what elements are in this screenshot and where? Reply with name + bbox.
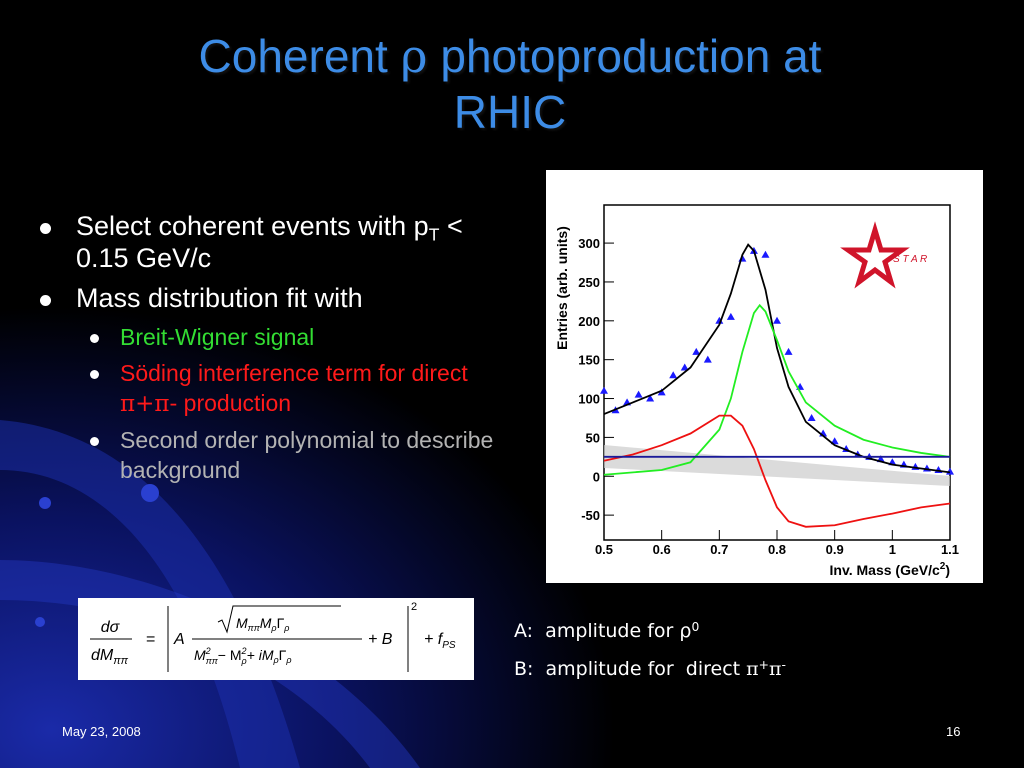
data-point xyxy=(634,390,643,398)
data-point xyxy=(680,363,689,371)
sub-bullet: Second order polynomial to describe back… xyxy=(36,425,516,485)
formula-text: dMππ xyxy=(91,647,129,667)
x-tick-label: 0.5 xyxy=(595,542,613,557)
y-tick-label: -50 xyxy=(581,508,600,523)
y-tick-label: 300 xyxy=(578,236,600,251)
bullet: Select coherent events with pT < 0.15 Ge… xyxy=(36,210,516,274)
x-tick-label: 1.1 xyxy=(941,542,959,557)
y-tick-label: 100 xyxy=(578,392,600,407)
fit-curve xyxy=(603,303,951,476)
formula-text: 2 xyxy=(411,601,417,613)
y-tick-label: 0 xyxy=(593,469,600,484)
formula-text: + fPS xyxy=(424,631,456,651)
bullet: Mass distribution fit with xyxy=(36,282,516,314)
data-point xyxy=(646,394,655,402)
sqrt-sign xyxy=(217,605,341,634)
note: B: amplitude for direct π+π- xyxy=(514,657,786,680)
data-point xyxy=(773,316,781,324)
formula-text: dσ xyxy=(101,619,121,636)
x-tick-label: 0.9 xyxy=(826,542,844,557)
chart-background xyxy=(546,170,983,583)
x-tick-label: 0.6 xyxy=(653,542,671,557)
data-point xyxy=(669,371,678,379)
bullet-list: Select coherent events with pT < 0.15 Ge… xyxy=(36,210,516,491)
x-axis-label: Inv. Mass (GeV/c2) xyxy=(830,561,950,578)
formula: dσ dMππ = A MππMρΓρ M2 ππ− M2 ρ+ iMρΓρ + B… xyxy=(78,598,474,680)
notes: A: amplitude for ρ0 B: amplitude for dir… xyxy=(514,612,786,688)
x-tick-label: 1 xyxy=(889,542,896,557)
data-point xyxy=(600,386,608,394)
x-tick-label: 0.8 xyxy=(768,542,786,557)
sub-bullet: Breit-Wigner signal xyxy=(36,322,516,352)
note: A: amplitude for ρ0 xyxy=(514,619,700,642)
formula-text: MππMρΓρ xyxy=(236,615,289,633)
data-point xyxy=(784,347,793,355)
formula-text: + B xyxy=(368,631,393,648)
background-band xyxy=(604,445,950,486)
data-point xyxy=(657,388,666,396)
y-tick-label: 150 xyxy=(578,353,600,368)
y-tick-label: 50 xyxy=(586,430,600,445)
logo-text: S T A R xyxy=(893,254,927,265)
data-point xyxy=(726,312,735,320)
fit-curve xyxy=(603,243,951,474)
sub-bullet: Söding interference term for direct π+π-… xyxy=(36,358,516,419)
x-tick-label: 0.7 xyxy=(710,542,728,557)
formula-text: M2 ππ− M2 ρ+ iMρΓρ xyxy=(194,646,292,666)
y-tick-label: 200 xyxy=(578,314,600,329)
star-logo xyxy=(840,221,910,289)
data-point xyxy=(703,355,712,363)
slide-title: Coherent ρ photoproduction at RHIC xyxy=(198,29,822,138)
page-number: 16 xyxy=(946,724,961,739)
formula-text: = xyxy=(146,631,155,648)
footer-date: May 23, 2008 xyxy=(62,724,141,739)
data-point xyxy=(692,347,701,355)
fit-curve xyxy=(603,414,951,528)
data-point xyxy=(807,413,816,421)
data-point xyxy=(761,250,770,258)
y-tick-label: 250 xyxy=(578,275,600,290)
formula-text: A xyxy=(173,631,185,648)
data-point xyxy=(715,316,724,324)
y-axis-label: Entries (arb. units) xyxy=(554,226,570,350)
